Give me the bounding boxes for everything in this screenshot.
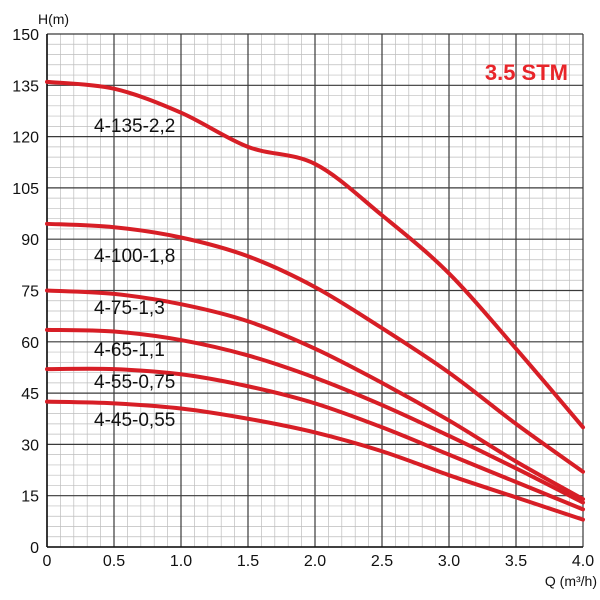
series-line-0 [45, 79, 585, 430]
series-line-2 [45, 288, 585, 502]
series-name-label: 4-45-0,55 [94, 410, 175, 431]
series-line-5 [45, 399, 585, 522]
x-tick-label: 0.5 [103, 553, 125, 570]
y-tick-label: 30 [21, 437, 39, 454]
series-line-1 [45, 221, 585, 474]
series-name-label: 4-75-1,3 [94, 298, 165, 319]
major-grid [46, 33, 584, 548]
y-tick-label: 60 [21, 335, 39, 352]
x-tick-label: 3.5 [505, 553, 527, 570]
x-tick-label: 3.0 [438, 553, 460, 570]
y-tick-label: 90 [21, 232, 39, 249]
y-tick-label: 135 [12, 78, 39, 95]
curve-labels: 4-135-2,2 4-100-1,8 4-75-1,3 4-65-1,1 4-55-0… [94, 116, 175, 431]
y-tick-label: 75 [21, 284, 39, 301]
series-name-label: 4-100-1,8 [94, 246, 175, 267]
series-line-4 [45, 366, 585, 512]
series-name-label: 4-135-2,2 [94, 116, 175, 137]
tick-labels: 0 0.5 1.0 1.5 2.0 2.5 3.0 3.5 4.0 0 15 30 45 60 75 90 10… [12, 27, 594, 570]
series-name-label: 4-65-1,1 [94, 340, 165, 361]
y-tick-label: 150 [12, 27, 39, 44]
x-tick-label: 2.5 [371, 553, 393, 570]
y-tick-label: 15 [21, 489, 39, 506]
y-tick-label: 120 [12, 130, 39, 147]
x-tick-label: 1.0 [170, 553, 192, 570]
x-tick-label: 2.0 [304, 553, 326, 570]
y-axis-label: H(m) [38, 11, 69, 27]
x-tick-label: 1.5 [237, 553, 259, 570]
series-line-3 [45, 327, 585, 505]
y-tick-label: 45 [21, 386, 39, 403]
y-tick-label: 0 [30, 540, 39, 557]
chart-title: 3.5 STM [485, 60, 568, 85]
x-tick-label: 0 [43, 553, 52, 570]
y-tick-label: 105 [12, 181, 39, 198]
series-name-label: 4-55-0,75 [94, 372, 175, 393]
series-layer [45, 79, 585, 522]
x-tick-label: 4.0 [572, 553, 594, 570]
x-axis-label: Q (m³/h) [545, 573, 597, 589]
